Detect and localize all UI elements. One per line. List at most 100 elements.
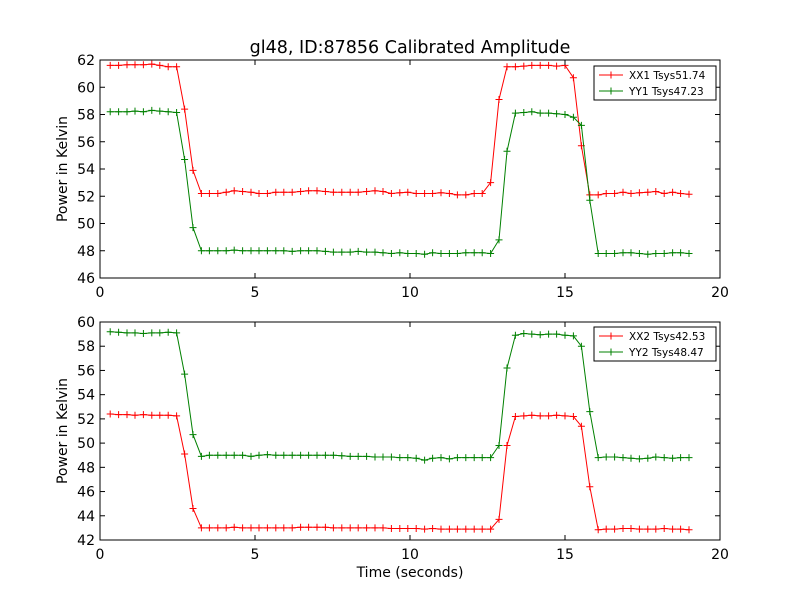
y-tick-label: 44 (77, 509, 95, 525)
data-point (685, 526, 693, 534)
data-point (230, 246, 238, 254)
data-point (346, 188, 354, 196)
data-point (619, 525, 627, 532)
data-point (222, 451, 230, 459)
data-point (536, 412, 544, 420)
data-point (156, 411, 164, 419)
y-tick-label: 60 (77, 80, 95, 96)
data-point (379, 453, 387, 461)
data-point (305, 451, 313, 459)
data-point (115, 108, 123, 116)
data-point (139, 411, 147, 419)
data-point (478, 525, 486, 533)
data-point (354, 247, 362, 255)
data-point (462, 525, 470, 533)
data-point (619, 249, 627, 257)
data-point (511, 331, 519, 339)
data-point (462, 191, 470, 199)
data-point (453, 525, 461, 533)
data-point (503, 147, 511, 155)
data-point (197, 247, 205, 255)
data-point (173, 109, 181, 116)
data-point (627, 249, 635, 257)
data-point (106, 410, 114, 418)
data-point (635, 525, 643, 533)
data-point (387, 453, 395, 461)
data-point (421, 190, 429, 197)
data-point (602, 250, 610, 257)
data-point (313, 247, 321, 255)
data-point (404, 454, 412, 462)
data-point (173, 329, 181, 337)
y-tick-label: 54 (77, 388, 95, 404)
data-point (536, 109, 544, 117)
data-point (189, 166, 197, 174)
data-point (164, 411, 172, 419)
data-point (561, 412, 569, 420)
data-point (553, 411, 561, 419)
data-point (255, 190, 263, 197)
data-point (222, 524, 230, 532)
data-point (321, 247, 329, 255)
data-point (205, 451, 213, 459)
data-point (669, 525, 677, 533)
data-point (536, 61, 544, 69)
data-point (288, 188, 296, 196)
data-point (189, 505, 197, 512)
data-point (677, 525, 685, 533)
data-point (652, 250, 660, 257)
data-point (197, 524, 205, 532)
data-point (627, 454, 635, 462)
data-point (123, 108, 131, 116)
data-point (297, 247, 305, 255)
data-point (528, 411, 536, 419)
data-point (297, 188, 305, 195)
data-point (487, 179, 495, 187)
data-point (148, 106, 156, 114)
data-point (197, 190, 205, 197)
legend-box (593, 326, 717, 362)
data-point (148, 411, 156, 419)
data-point (470, 525, 478, 533)
data-point (470, 249, 478, 257)
lower-plot-panel: 0 5 10 15 20 42 44 46 48 50 52 54 56 58 60 Power in Kel… (55, 315, 729, 563)
data-point (305, 247, 313, 255)
data-point (561, 331, 569, 339)
data-point (404, 525, 412, 532)
data-point (453, 454, 461, 462)
data-point (635, 250, 643, 257)
data-point (611, 250, 619, 257)
data-point (478, 454, 486, 462)
data-point (189, 224, 197, 232)
data-point (156, 107, 164, 115)
data-point (139, 61, 147, 69)
data-point (586, 408, 594, 416)
data-point (321, 523, 329, 531)
data-point (247, 247, 255, 255)
data-point (371, 248, 379, 256)
data-point (503, 442, 511, 449)
data-point (181, 450, 189, 458)
data-point (470, 190, 478, 197)
data-point (627, 525, 635, 532)
data-point (173, 63, 181, 71)
data-point (139, 330, 147, 337)
data-point (495, 515, 503, 523)
data-point (214, 451, 222, 459)
data-point (553, 330, 561, 338)
data-point (412, 454, 420, 462)
data-point (412, 190, 420, 197)
data-point (545, 109, 553, 117)
data-point (247, 452, 255, 460)
data-point (470, 454, 478, 462)
data-point (660, 525, 668, 532)
y-tick-label: 48 (77, 244, 95, 260)
data-point (379, 188, 387, 195)
data-point (387, 250, 395, 257)
data-point (131, 411, 139, 419)
data-point (437, 454, 445, 462)
data-point (354, 524, 362, 532)
data-point (611, 190, 619, 197)
data-point (511, 109, 519, 117)
data-point (338, 188, 346, 196)
